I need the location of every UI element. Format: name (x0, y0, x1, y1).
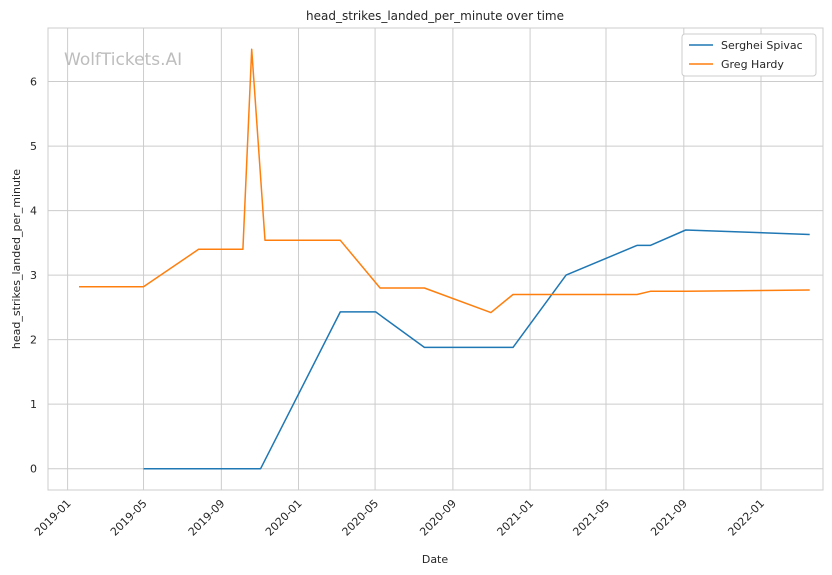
legend: Serghei Spivac Greg Hardy (681, 33, 817, 77)
legend-label-greg-hardy: Greg Hardy (721, 58, 784, 71)
x-axis-label: Date (422, 553, 449, 566)
legend-box (681, 33, 817, 77)
y-axis-label: head_strikes_landed_per_minute (10, 169, 23, 349)
y-tick-label: 2 (30, 334, 37, 347)
x-tick-label: 2021-09 (648, 497, 690, 539)
x-tick-label: 2022-01 (725, 497, 767, 539)
series-line-greg-hardy (79, 48, 810, 314)
y-tick-label: 3 (30, 269, 37, 282)
x-tick-label: 2021-01 (495, 497, 537, 539)
series-line-serghei-spivac (143, 229, 810, 470)
chart-title: head_strikes_landed_per_minute over time (306, 9, 564, 23)
y-tick-label: 4 (30, 205, 37, 218)
x-tick-label: 2019-01 (32, 497, 74, 539)
grid-lines (48, 28, 823, 490)
legend-label-serghei-spivac: Serghei Spivac (721, 39, 803, 52)
x-tick-label: 2021-05 (570, 497, 612, 539)
y-tick-label: 0 (30, 463, 37, 476)
x-tick-label: 2019-05 (108, 497, 150, 539)
x-tick-label: 2020-09 (417, 497, 459, 539)
watermark: WolfTickets.AI (64, 50, 182, 70)
y-tick-label: 6 (30, 76, 37, 89)
series-lines (79, 48, 810, 470)
y-tick-label: 5 (30, 140, 37, 153)
x-tick-label: 2020-05 (340, 497, 382, 539)
x-tick-label: 2019-09 (186, 497, 228, 539)
plot-frame (47, 27, 824, 491)
y-tick-label: 1 (30, 398, 37, 411)
x-tick-label: 2020-01 (263, 497, 305, 539)
